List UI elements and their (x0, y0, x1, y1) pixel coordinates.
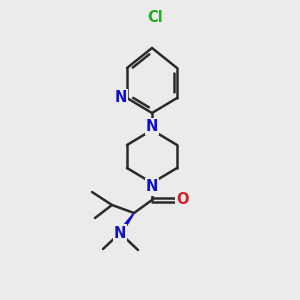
Polygon shape (118, 212, 135, 235)
Text: N: N (146, 179, 158, 194)
Text: N: N (146, 119, 158, 134)
Text: Cl: Cl (147, 11, 163, 26)
Text: N: N (114, 226, 126, 241)
Text: N: N (114, 91, 127, 106)
Text: O: O (176, 193, 189, 208)
